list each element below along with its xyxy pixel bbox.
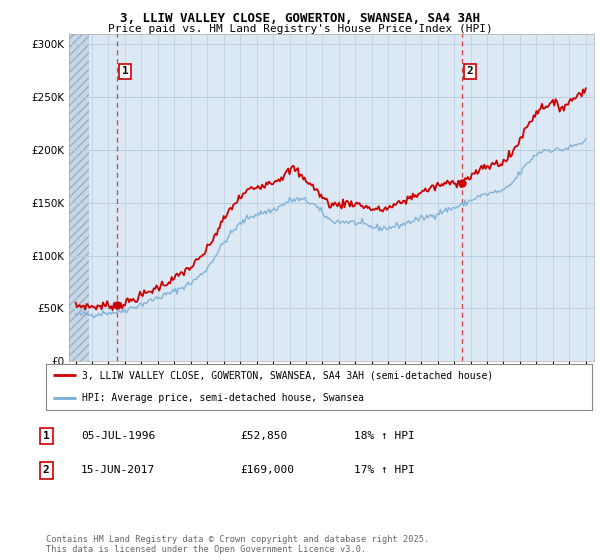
Text: 1: 1 — [43, 431, 50, 441]
Text: Price paid vs. HM Land Registry's House Price Index (HPI): Price paid vs. HM Land Registry's House … — [107, 24, 493, 34]
Bar — [69, 34, 89, 361]
Text: HPI: Average price, semi-detached house, Swansea: HPI: Average price, semi-detached house,… — [82, 394, 364, 403]
Text: 15-JUN-2017: 15-JUN-2017 — [81, 465, 155, 475]
Text: £52,850: £52,850 — [240, 431, 287, 441]
Text: 3, LLIW VALLEY CLOSE, GOWERTON, SWANSEA, SA4 3AH: 3, LLIW VALLEY CLOSE, GOWERTON, SWANSEA,… — [120, 12, 480, 25]
Text: 3, LLIW VALLEY CLOSE, GOWERTON, SWANSEA, SA4 3AH (semi-detached house): 3, LLIW VALLEY CLOSE, GOWERTON, SWANSEA,… — [82, 371, 493, 381]
Text: 17% ↑ HPI: 17% ↑ HPI — [354, 465, 415, 475]
Text: 2: 2 — [43, 465, 50, 475]
Text: 18% ↑ HPI: 18% ↑ HPI — [354, 431, 415, 441]
Text: 05-JUL-1996: 05-JUL-1996 — [81, 431, 155, 441]
Text: £169,000: £169,000 — [240, 465, 294, 475]
Text: Contains HM Land Registry data © Crown copyright and database right 2025.
This d: Contains HM Land Registry data © Crown c… — [46, 535, 430, 554]
Text: 1: 1 — [122, 67, 128, 76]
Text: 2: 2 — [466, 67, 473, 76]
